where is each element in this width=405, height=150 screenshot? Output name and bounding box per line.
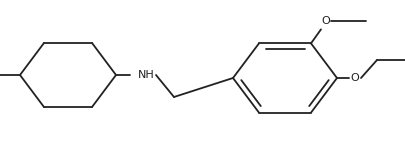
Text: O: O: [351, 73, 359, 83]
Text: O: O: [322, 16, 330, 26]
Text: NH: NH: [138, 70, 155, 80]
